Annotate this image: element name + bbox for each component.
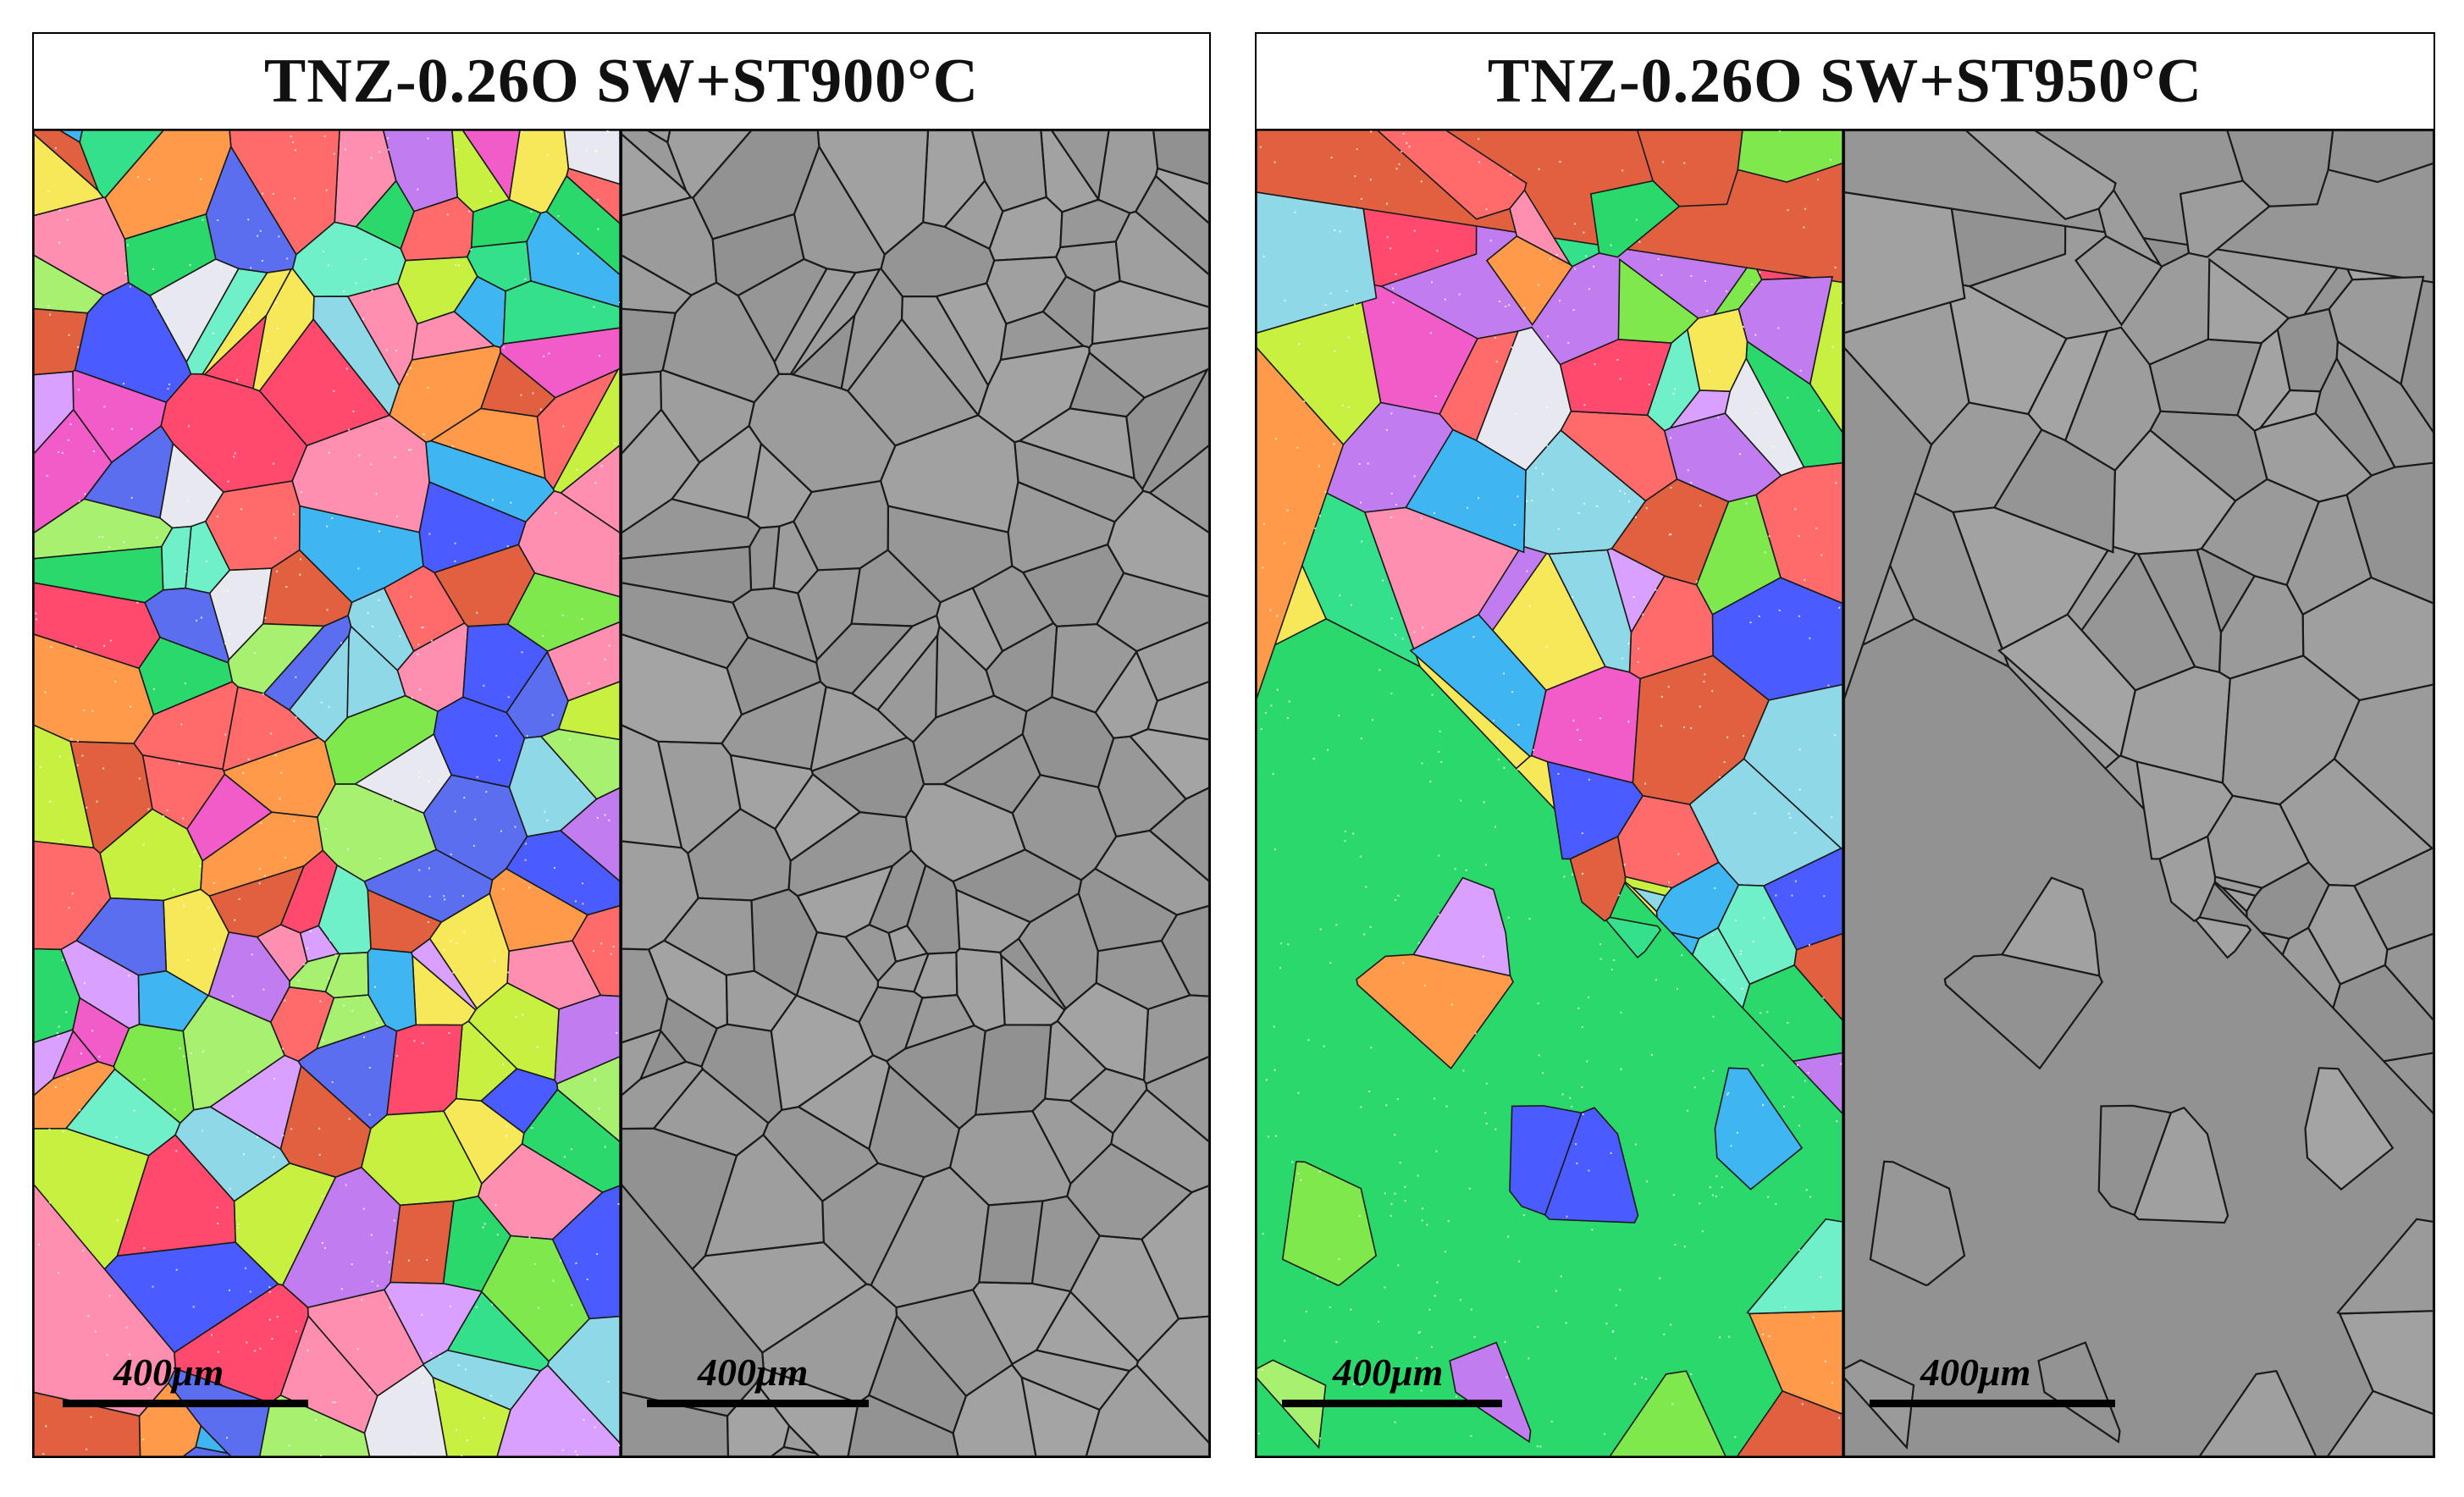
ipf-map-panel: 400μm — [1257, 130, 1844, 1456]
scale-bar-line — [63, 1400, 308, 1407]
ebsd-ipf-map-icon — [34, 130, 620, 1456]
ipf-map-panel: 400μm — [34, 130, 622, 1456]
figure-title: TNZ-0.26O SW+ST900°C — [263, 46, 980, 116]
figure-st950: TNZ-0.26O SW+ST950°C 400μm 400μm — [1255, 32, 2435, 1458]
scale-bar: 400μm — [647, 1351, 869, 1407]
grain-boundary-panel: 400μm — [622, 130, 1209, 1456]
scale-bar: 400μm — [1282, 1351, 1502, 1407]
scale-bar-label: 400μm — [1333, 1351, 1444, 1394]
scale-bar-line — [1870, 1400, 2115, 1407]
grain-boundary-map-icon — [622, 130, 1209, 1456]
scale-bar-line — [1282, 1400, 1502, 1407]
scale-bar: 400μm — [1870, 1351, 2115, 1407]
ebsd-ipf-map-icon — [1257, 130, 1842, 1456]
scale-bar-label: 400μm — [1920, 1351, 2031, 1394]
grain-boundary-map-icon — [1844, 130, 2434, 1456]
scale-bar-line — [647, 1400, 869, 1407]
scale-bar: 400μm — [63, 1351, 308, 1407]
scale-bar-label: 400μm — [113, 1351, 224, 1394]
figure-title-bar: TNZ-0.26O SW+ST900°C — [34, 34, 1209, 130]
figure-title-bar: TNZ-0.26O SW+ST950°C — [1257, 34, 2434, 130]
figure-title: TNZ-0.26O SW+ST950°C — [1487, 46, 2203, 116]
figure-st900: TNZ-0.26O SW+ST900°C 400μm 400μm — [32, 32, 1211, 1458]
scale-bar-label: 400μm — [698, 1351, 809, 1394]
grain-boundary-panel: 400μm — [1844, 130, 2434, 1456]
